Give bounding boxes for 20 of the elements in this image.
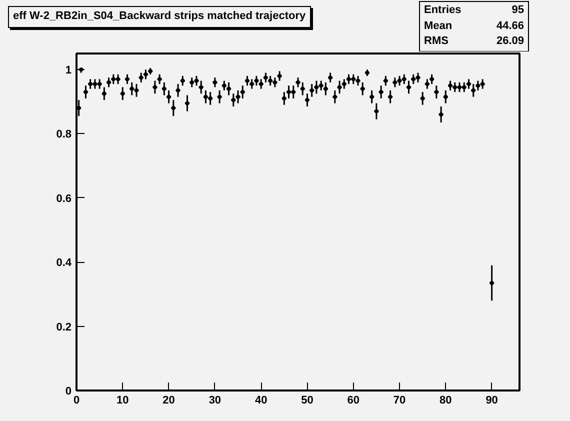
- x-tick-label: 30: [208, 394, 222, 406]
- y-tick-label: 0: [65, 386, 72, 398]
- y-tick-label: 0.6: [56, 192, 72, 205]
- x-tick-label: 10: [116, 394, 129, 406]
- x-tick-label: 50: [301, 394, 314, 406]
- y-tick-label: 0.8: [56, 128, 72, 141]
- x-tick-label: 60: [347, 394, 360, 406]
- x-tick-label: 90: [486, 394, 498, 406]
- x-tick-label: 80: [440, 394, 452, 406]
- x-tick-label: 70: [393, 394, 406, 406]
- text: Entries 95: [424, 4, 524, 16]
- chart-title: eff W-2_RB2in_S04_Backward strips matched trajectory: [8, 6, 311, 28]
- y-tick-label: 0.2: [56, 321, 72, 334]
- y-tick-label: 1: [65, 64, 72, 77]
- x-tick-label: 20: [162, 394, 175, 406]
- x-tick-label: 40: [254, 394, 268, 406]
- y-tick-label: 0.4: [56, 257, 72, 270]
- text: RMS 26.09: [424, 35, 524, 48]
- text: Mean 44.66: [424, 20, 524, 32]
- x-tick-label: 0: [73, 394, 80, 406]
